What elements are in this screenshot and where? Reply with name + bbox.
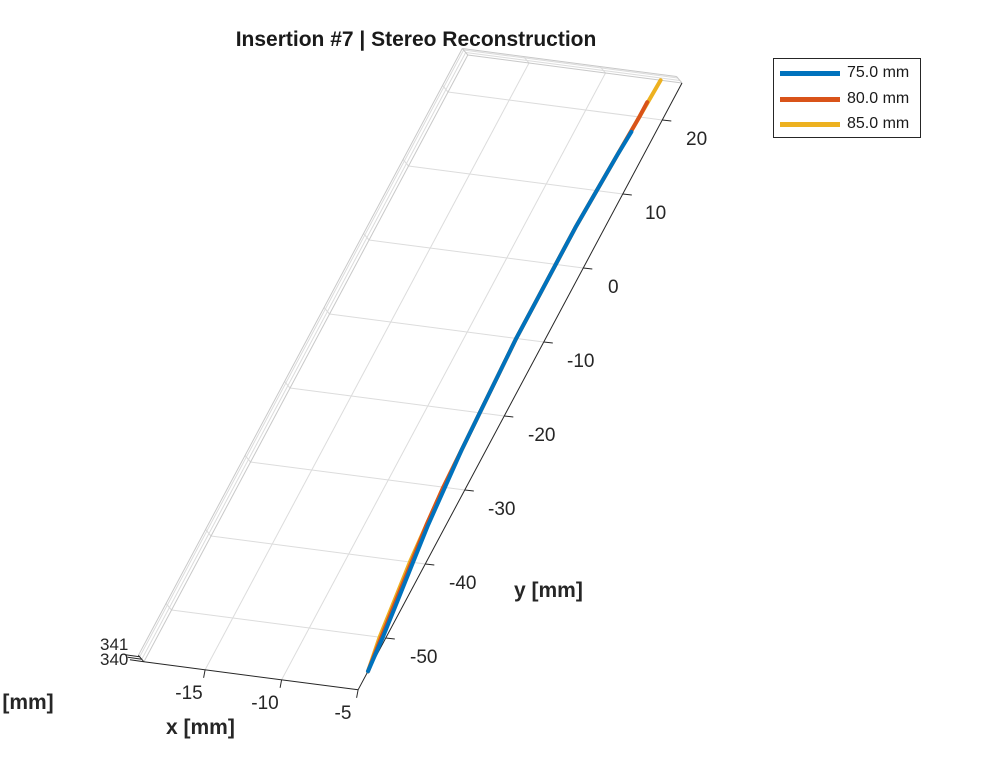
box-edge <box>137 48 463 656</box>
grid-line <box>323 307 330 315</box>
box-edge <box>143 54 469 663</box>
box-edge <box>461 48 469 56</box>
grid-line <box>250 461 465 491</box>
x-tick <box>356 689 359 698</box>
y-tick <box>385 637 395 640</box>
grid-line <box>463 49 678 79</box>
z-axis-label: z [mm] <box>0 691 54 714</box>
grid-line <box>289 387 505 417</box>
series-lines <box>366 78 663 674</box>
y-tick-label: -40 <box>449 573 476 594</box>
grid-lines <box>137 48 683 681</box>
y-tick <box>622 193 632 196</box>
grid-line <box>165 603 172 611</box>
z-tick <box>127 656 142 660</box>
legend-label: 85.0 mm <box>847 115 910 132</box>
legend-swatch <box>780 70 840 76</box>
y-tick-labels: -50 -40 -30 -20 -10 0 10 20 <box>410 129 707 668</box>
y-tick <box>543 341 553 344</box>
chart-title: Insertion #7 | Stereo Reconstruction <box>235 28 597 51</box>
y-tick-label: -50 <box>410 647 437 668</box>
grid-line <box>363 233 370 241</box>
box-edge <box>462 48 677 77</box>
grid-line <box>329 313 544 343</box>
y-tick-label: -30 <box>488 499 515 520</box>
legend-entry: 75.0 mm <box>780 63 909 83</box>
grid-line <box>281 72 606 681</box>
x-tick-label: -10 <box>251 693 278 714</box>
series-line <box>366 100 650 674</box>
legend-entry: 80.0 mm <box>780 89 909 109</box>
grid-line <box>465 52 680 81</box>
y-tick-label: -20 <box>528 425 555 446</box>
grid-line <box>141 52 467 660</box>
series-line <box>366 129 634 674</box>
legend-swatch <box>780 96 840 102</box>
tick-marks <box>125 82 683 698</box>
z-tick <box>125 654 140 658</box>
z-tick <box>129 659 144 663</box>
z-tick-label: 340 <box>100 650 128 669</box>
y-tick <box>425 563 435 566</box>
grid-line <box>368 239 584 269</box>
grid-line <box>284 381 291 389</box>
z-tick-label: 341 <box>100 635 128 654</box>
z-tick-labels: 341 340 <box>100 635 128 669</box>
y-tick <box>464 489 474 492</box>
legend-entry: 85.0 mm <box>780 114 909 134</box>
grid-line <box>210 535 426 565</box>
y-tick-label: 10 <box>645 203 666 224</box>
grid-line <box>244 455 251 463</box>
legend-swatch <box>780 121 840 127</box>
grid-line <box>205 529 212 537</box>
y-tick <box>504 415 514 418</box>
box-edge <box>676 76 683 84</box>
x-tick-labels: -15 -10 -5 <box>175 683 351 724</box>
grid-line <box>171 609 386 639</box>
grid-line <box>447 91 663 121</box>
legend-label: 80.0 mm <box>847 90 910 107</box>
grid-line <box>442 85 449 93</box>
legend-label: 75.0 mm <box>847 64 910 81</box>
y-tick <box>583 267 593 270</box>
grid-line <box>402 159 409 167</box>
box-edge <box>467 54 683 84</box>
grid-line <box>139 49 465 658</box>
y-axis-label: y [mm] <box>514 579 583 602</box>
x-tick <box>279 679 283 688</box>
y-axis-line <box>357 82 683 691</box>
grid-line <box>408 165 623 195</box>
y-tick-label: 0 <box>608 277 619 298</box>
x-tick-label: -15 <box>175 683 202 704</box>
x-axis-label: x [mm] <box>166 716 235 739</box>
y-tick-label: -10 <box>567 351 594 372</box>
legend: 75.0 mm 80.0 mm 85.0 mm <box>773 58 921 138</box>
grid-line <box>204 62 530 671</box>
x-tick-label: -5 <box>335 703 352 724</box>
y-tick-label: 20 <box>686 129 707 150</box>
x-axis-line <box>143 661 359 691</box>
y-tick <box>662 119 672 122</box>
x-tick <box>203 669 206 678</box>
